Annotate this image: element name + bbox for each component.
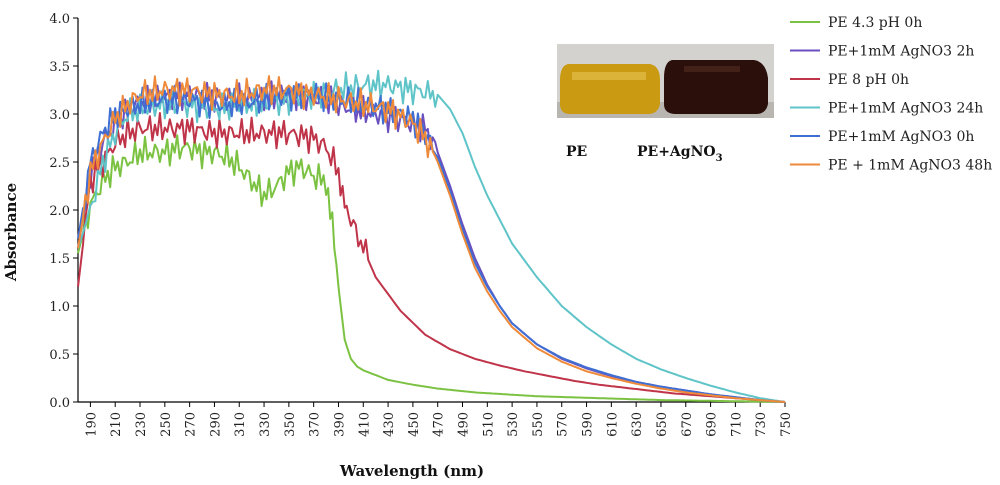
- x-tick-label: 390: [332, 412, 347, 437]
- legend-label: PE 4.3 pH 0h: [828, 15, 922, 31]
- x-tick-label: 350: [283, 412, 298, 437]
- x-tick-label: 230: [134, 412, 149, 437]
- x-tick-label: 430: [382, 412, 397, 437]
- legend-label: PE+1mM AgNO3 2h: [828, 44, 974, 60]
- x-tick-label: 590: [581, 412, 596, 437]
- x-tick-label: 690: [705, 412, 720, 437]
- inset-label-pe-agno3-main: PE+AgNO: [637, 144, 716, 160]
- x-tick-label: 290: [208, 412, 223, 437]
- flask-pe-agno3-image: [664, 60, 768, 114]
- legend-label: PE+1mM AgNO3 0h: [828, 129, 974, 145]
- x-tick-label: 510: [481, 412, 496, 437]
- series-line: [77, 69, 786, 403]
- x-tick-label: 750: [779, 412, 794, 437]
- y-tick-label: 4.0: [49, 12, 70, 27]
- y-tick-label: 2.0: [49, 204, 70, 219]
- legend-label: PE + 1mM AgNO3 48h: [828, 158, 992, 174]
- x-tick-label: 730: [754, 412, 769, 437]
- inset-label-pe: PE: [566, 144, 587, 160]
- y-tick-label: 1.5: [49, 252, 70, 267]
- inset-label-pe-agno3: PE+AgNO3: [637, 144, 723, 164]
- flask-pe-image: [560, 64, 660, 114]
- inset-label-pe-agno3-subscript: 3: [716, 153, 723, 164]
- x-tick-label: 250: [159, 412, 174, 437]
- x-tick-label: 330: [258, 412, 273, 437]
- series-line: [77, 134, 785, 403]
- flask-pe-agno3-highlight: [684, 66, 740, 72]
- x-tick-label: 650: [655, 412, 670, 437]
- x-tick-label: 370: [308, 412, 323, 437]
- x-tick-label: 530: [506, 412, 521, 437]
- x-tick-label: 550: [531, 412, 546, 437]
- x-axis-title: Wavelength (nm): [339, 462, 484, 480]
- y-tick-label: 3.0: [49, 108, 70, 123]
- y-axis-title: Absorbance: [2, 183, 20, 282]
- y-tick-label: 0.5: [49, 348, 70, 363]
- x-ticks: 190 210 230 250 270 290 310 330 350 370 390 410 430 4…: [84, 402, 794, 437]
- x-tick-label: 190: [84, 412, 99, 437]
- x-tick-label: 670: [680, 412, 695, 437]
- legend-label: PE 8 pH 0h: [828, 72, 909, 88]
- legend: PE 4.3 pH 0h PE+1mM AgNO3 2h PE 8 pH 0h PE+…: [790, 15, 992, 174]
- flask-pe-highlight: [572, 72, 646, 80]
- y-ticks: 0.0 0.5 1.0 1.5 2.0 2.5 3.0 3.5 4.0: [49, 12, 78, 411]
- x-tick-label: 710: [729, 412, 744, 437]
- y-tick-label: 0.0: [49, 396, 70, 411]
- y-tick-label: 1.0: [49, 300, 70, 315]
- x-tick-label: 490: [457, 412, 472, 437]
- x-tick-label: 570: [556, 412, 571, 437]
- x-tick-label: 450: [407, 412, 422, 437]
- x-tick-label: 470: [432, 412, 447, 437]
- x-tick-label: 210: [109, 412, 124, 437]
- y-tick-label: 3.5: [49, 60, 70, 75]
- legend-label: PE+1mM AgNO3 24h: [828, 101, 983, 117]
- x-tick-label: 610: [605, 412, 620, 437]
- x-tick-label: 310: [233, 412, 248, 437]
- series-line: [77, 112, 786, 403]
- x-tick-label: 410: [357, 412, 372, 437]
- x-tick-label: 270: [184, 412, 199, 437]
- inset-photo: [557, 44, 774, 118]
- series-line: [77, 75, 786, 403]
- series-lines: [77, 69, 786, 403]
- y-tick-label: 2.5: [49, 156, 70, 171]
- x-tick-label: 630: [630, 412, 645, 437]
